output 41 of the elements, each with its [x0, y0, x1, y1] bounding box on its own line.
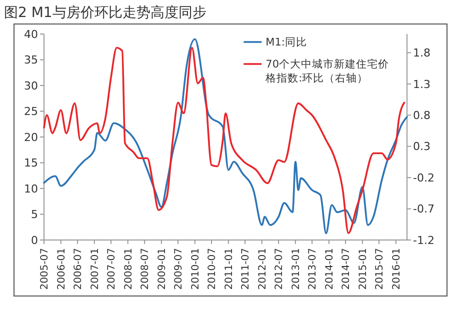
- x-tick-label: 2014-07: [341, 248, 352, 290]
- x-tick-label: 2008-01: [123, 248, 134, 290]
- x-tick-label: 2005-07: [40, 248, 50, 290]
- y-tick-label: 25: [24, 105, 38, 118]
- x-tick-label: 2007-01: [90, 248, 101, 290]
- x-tick-label: 2014-01: [324, 248, 336, 290]
- x-tick-label: 2010-01: [190, 248, 202, 290]
- x-tick-label: 2015-07: [374, 248, 386, 290]
- y-tick-label: 40: [24, 28, 38, 41]
- y2-tick-label: 0.3: [413, 140, 430, 154]
- y-tick-label: 15: [24, 156, 38, 170]
- legend-label: 70个大中城市新建住宅价格指数:环比（右轴）: [264, 58, 390, 85]
- x-tick-label: 2011-01: [224, 248, 235, 290]
- x-tick-label: 2006-07: [72, 248, 84, 290]
- y2-tick-label: 0.8: [413, 109, 430, 122]
- y-tick-label: 10: [24, 182, 38, 196]
- y2-tick-label: -1.2: [413, 234, 434, 247]
- x-tick-label: 2009-01: [156, 248, 168, 290]
- x-tick-label: 2011-07: [240, 248, 252, 290]
- x-tick-label: 2008-07: [140, 248, 152, 290]
- y-tick-label: 30: [24, 79, 38, 92]
- y-tick-label: 0: [31, 234, 38, 247]
- x-tick-label: 2006-01: [56, 248, 68, 290]
- x-tick-label: 2013-07: [308, 248, 319, 290]
- x-tick-label: 2012-07: [274, 248, 286, 290]
- x-tick-label: 2015-01: [358, 248, 369, 290]
- chart-title: 图2 M1与房价环比走势高度同步: [4, 5, 206, 21]
- y-tick-label: 35: [24, 54, 38, 67]
- y-tick-label: 20: [24, 130, 38, 144]
- x-tick-label: 2016-01: [391, 248, 402, 290]
- y2-tick-label: 1.8: [413, 46, 430, 60]
- legend-label: M1:同比: [266, 36, 307, 49]
- x-tick-label: 2013-01: [290, 248, 302, 290]
- y2-tick-label: 1.3: [413, 78, 430, 91]
- x-tick-label: 2010-07: [207, 248, 218, 290]
- x-tick-label: 2009-07: [174, 248, 185, 290]
- x-tick-label: 2007-07: [106, 248, 118, 290]
- y-tick-label: 5: [31, 208, 38, 222]
- x-tick-label: 2012-01: [257, 248, 268, 290]
- y2-tick-label: -0.2: [413, 171, 434, 184]
- y2-tick-label: -0.7: [413, 202, 434, 216]
